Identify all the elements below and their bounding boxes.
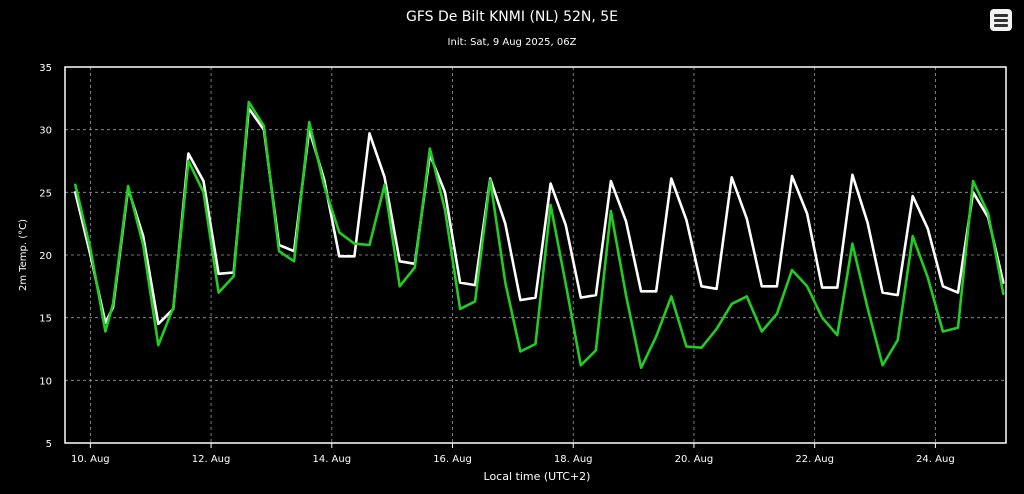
x-axis-label: Local time (UTC+2) [484, 470, 591, 483]
y-tick-label: 5 [46, 439, 52, 450]
chart-title: GFS De Bilt KNMI (NL) 52N, 5E [405, 9, 619, 25]
x-axis-ticks: 10. Aug 12. Aug 14. Aug 16. Aug 18. Aug 20. A… [71, 443, 955, 465]
grid-lines [65, 67, 1006, 443]
plot-area-border [64, 66, 1007, 444]
series-line-1 [74, 100, 1005, 370]
y-axis-label: 2m Temp. (°C) [18, 219, 29, 291]
y-tick-label: 10 [39, 376, 52, 387]
chart-subtitle: Init: Sat, 9 Aug 2025, 06Z [447, 37, 577, 48]
x-tick-label: 18. Aug [554, 454, 593, 465]
y-tick-label: 25 [39, 188, 52, 199]
y-axis-ticks: 5 10 15 20 25 30 35 [39, 63, 52, 450]
hamburger-menu-icon[interactable] [990, 9, 1012, 31]
series-line-0 [74, 107, 1005, 326]
y-tick-label: 30 [39, 126, 52, 137]
y-tick-label: 20 [39, 251, 52, 262]
x-tick-label: 16. Aug [433, 454, 472, 465]
y-tick-label: 15 [39, 314, 52, 325]
x-tick-label: 14. Aug [312, 454, 351, 465]
series-lines [74, 100, 1005, 370]
x-tick-label: 10. Aug [71, 454, 110, 465]
x-tick-label: 12. Aug [192, 454, 231, 465]
x-tick-label: 20. Aug [675, 454, 714, 465]
y-tick-label: 35 [39, 63, 52, 74]
x-tick-label: 22. Aug [795, 454, 834, 465]
x-tick-label: 24. Aug [916, 454, 955, 465]
